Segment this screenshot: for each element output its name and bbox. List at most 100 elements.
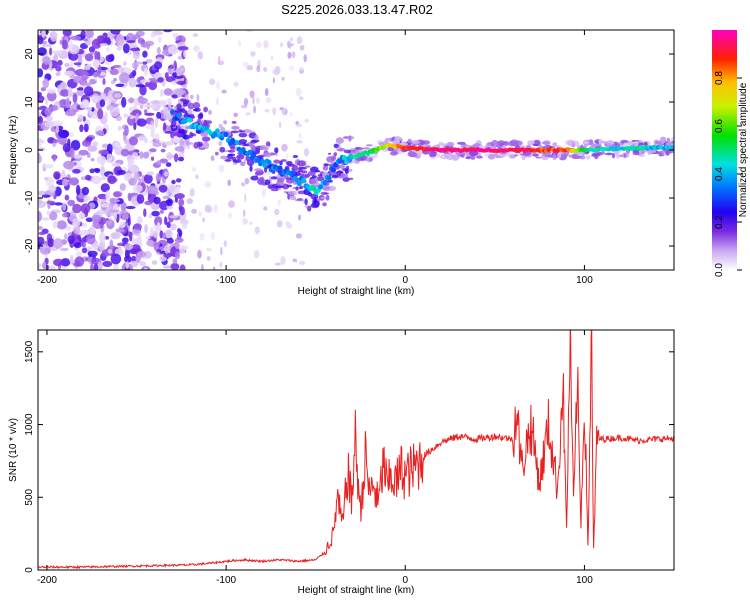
spectrogram-cell: [129, 47, 141, 52]
spectrogram-cell: [131, 61, 139, 70]
spectrogram-cell: [85, 217, 94, 223]
snr-x-ticks: -200 -100 0 100: [37, 330, 593, 586]
spectrogram-cell: [498, 153, 506, 158]
spectrogram-cell: [44, 107, 53, 116]
spectrogram-cell: [142, 151, 150, 159]
y-tick-label: 0: [24, 147, 35, 153]
spectrogram-cell: [194, 107, 201, 112]
spectrogram-cell: [315, 170, 321, 173]
spectrogram-cell: [69, 147, 75, 159]
spectrogram-cell: [83, 241, 87, 248]
spectrogram-cell: [49, 265, 56, 270]
spectrogram-cell: [145, 82, 150, 88]
spectrogram-cell: [265, 97, 272, 104]
spectrogram-cell: [159, 209, 164, 214]
spectrogram-cell: [184, 93, 189, 101]
spectrogram-cell: [270, 188, 279, 192]
spectrogram-cell: [135, 84, 145, 88]
spectrogram-cell: [228, 200, 235, 208]
spectrogram-cell: [133, 98, 138, 109]
spectrogram-cell: [228, 212, 232, 219]
x-tick-label: -200: [37, 275, 57, 286]
spectrogram-cell: [202, 141, 210, 150]
spectrogram-cell: [109, 197, 116, 204]
spectrogram-cell: [52, 120, 63, 127]
colorbar: 0.0 0.2 0.4 0.6 0.8 Normalized spectral ampl…: [712, 30, 749, 277]
spectrogram-cell: [503, 141, 509, 146]
spectrogram-cell: [42, 56, 51, 65]
spectrogram-cell: [124, 243, 134, 250]
spectrogram-cell: [281, 143, 288, 152]
spectrogram-cell: [436, 153, 441, 158]
spectrogram-cell: [176, 80, 187, 85]
spectrogram-cell: [280, 256, 286, 265]
spectrogram-cell: [81, 82, 92, 87]
spectrogram-cell: [106, 104, 114, 111]
spectrogram-cell: [78, 149, 89, 156]
spectrogram-cell: [212, 266, 216, 270]
spectrogram-cell: [132, 49, 141, 60]
spectrogram-cell: [394, 136, 399, 144]
spectrogram-cell: [84, 107, 93, 111]
spectrogram-cell: [242, 129, 252, 134]
spectrogram-cell: [259, 145, 267, 151]
spectrogram-cell: [92, 242, 99, 251]
spectrogram-cell: [446, 142, 455, 147]
spectrogram-cell: [38, 107, 44, 111]
spectrogram-cell: [487, 153, 496, 160]
spectrogram-cell: [287, 40, 291, 49]
spectrogram-cell: [107, 249, 113, 254]
spectrogram-cell: [166, 238, 174, 244]
spectrogram-cell: [227, 179, 231, 186]
spectrogram-cell: [53, 171, 61, 180]
spectrogram-cell: [178, 198, 185, 207]
spectrogram-cell: [146, 239, 154, 247]
spectrogram-cell: [216, 80, 221, 90]
spectrogram-cell: [230, 130, 239, 134]
spectrogram-cell: [272, 107, 277, 115]
spectrogram-cell: [67, 87, 73, 98]
spectrogram-cell: [185, 142, 194, 145]
spectrogram-cell: [623, 153, 627, 158]
spectrogram-cell: [46, 91, 57, 102]
spectrogram-cell: [168, 45, 178, 55]
spectrogram-cell: [407, 138, 412, 143]
spectrogram-cell: [129, 136, 138, 146]
spectrogram-cell: [73, 75, 84, 84]
spectrogram-cell: [82, 139, 92, 147]
spectrogram-cell: [61, 212, 68, 218]
spectrogram-cell: [119, 72, 130, 84]
spectrogram-cell: [162, 195, 170, 200]
spectrogram-cell: [100, 176, 107, 181]
spectrogram-cell: [345, 165, 350, 170]
spectrogram-cell: [620, 139, 628, 144]
spectrogram-cell: [48, 185, 57, 193]
spectrogram-cell: [254, 168, 263, 172]
spectrogram-cell: [100, 165, 105, 177]
spectrogram-cell: [72, 93, 78, 104]
spectrogram-cell: [199, 141, 203, 147]
spectrogram-cell: [215, 151, 219, 156]
spectrogram-cell: [123, 61, 127, 67]
spectrogram-cell: [299, 66, 304, 71]
spectrogram-cell: [52, 139, 59, 144]
spectrogram-cell: [104, 111, 108, 123]
spectrogram-cell: [177, 46, 189, 51]
spectrogram-cell: [111, 162, 122, 167]
spectrogram-cell: [133, 201, 139, 206]
spectrogram-cell: [221, 89, 227, 94]
spectrogram-cell: [120, 148, 130, 157]
spectrogram-cell: [92, 72, 99, 78]
spectrogram-marks: [38, 30, 674, 270]
spectrogram-cell: [263, 152, 272, 158]
spectrogram-cell: [297, 198, 303, 201]
spectrogram-cell: [137, 234, 142, 244]
spectrogram-cell: [274, 262, 282, 266]
spectrogram-cell: [156, 248, 162, 253]
spectrogram-cell: [541, 141, 551, 145]
spectrogram-cell: [127, 217, 131, 227]
spectrogram-cell: [195, 174, 199, 180]
spectrogram-cell: [274, 208, 280, 216]
colorbar-label: Normalized spectral amplitude: [738, 82, 749, 217]
spectrogram-cell: [110, 253, 122, 265]
